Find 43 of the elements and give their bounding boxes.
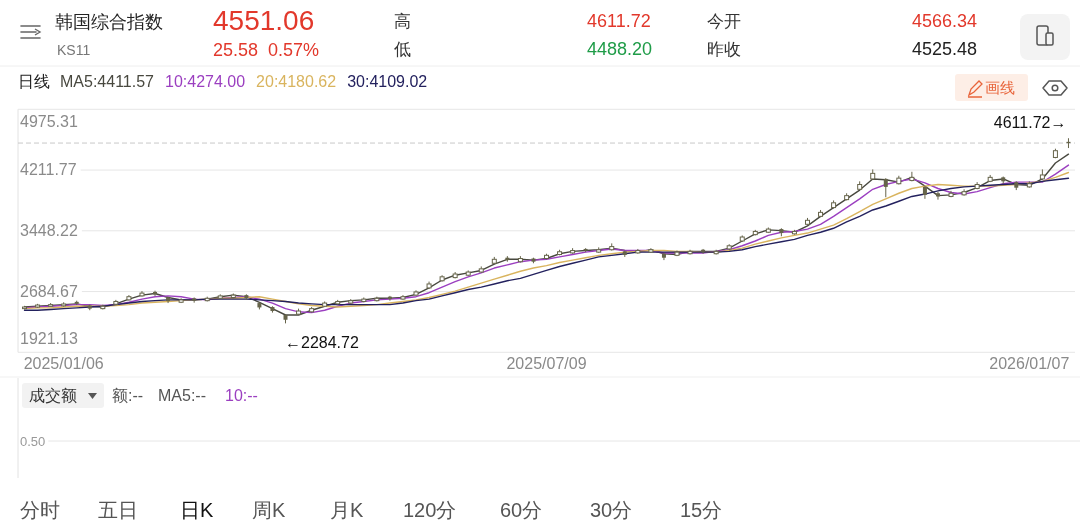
text: MA5:4411.57 <box>60 73 155 90</box>
text: 今开 <box>707 12 741 31</box>
text: 高 <box>394 12 411 31</box>
text: 0.50 <box>20 434 46 449</box>
text: 15分 <box>680 499 723 521</box>
text: 60分 <box>500 499 543 521</box>
text: 4566.34 <box>911 11 977 31</box>
text: 4611.72 <box>587 11 651 31</box>
text: 120分 <box>403 499 457 521</box>
y-tick-label: 1921.13 <box>20 330 78 348</box>
y-tick-label: 2684.67 <box>20 282 78 300</box>
y-tick-label: 4975.31 <box>20 113 78 131</box>
text: 25.58 <box>213 40 259 60</box>
text: 4551.06 <box>213 5 315 36</box>
chart-subtitle: KS11 <box>57 42 91 58</box>
text: 30分 <box>590 499 633 521</box>
legend-title: 日线 <box>18 73 50 90</box>
text: MA5:-- <box>158 387 206 404</box>
x-tick-label: 2026/01/07 <box>989 355 1070 372</box>
text: 周K <box>252 499 286 521</box>
text: 4488.20 <box>587 39 653 59</box>
text: 月K <box>330 499 364 521</box>
text: 五日 <box>98 499 138 521</box>
x-tick-label: 2025/07/09 <box>506 355 587 372</box>
text: 0.57% <box>268 40 320 60</box>
text: 昨收 <box>707 40 741 59</box>
annotation: 4611.72→ <box>993 114 1067 132</box>
text: 10:-- <box>225 387 258 404</box>
y-tick-label: 4211.77 <box>20 161 77 179</box>
text: 分时 <box>20 499 60 521</box>
chart-title: 韩国综合指数 <box>55 12 163 32</box>
y-tick-label: 3448.22 <box>20 221 78 239</box>
text: 日K <box>180 499 214 521</box>
text: 低 <box>394 40 411 59</box>
text: 成交额 <box>29 387 77 404</box>
text: 20:4180.62 <box>256 73 337 90</box>
text: 10:4274.00 <box>165 73 246 90</box>
text: 4525.48 <box>911 39 977 59</box>
text: 额:-- <box>112 387 144 404</box>
text: 画线 <box>985 79 1015 96</box>
text: 30:4109.02 <box>347 73 428 90</box>
x-tick-label: 2025/01/06 <box>23 355 104 372</box>
annotation: ←2284.72 <box>285 334 359 351</box>
